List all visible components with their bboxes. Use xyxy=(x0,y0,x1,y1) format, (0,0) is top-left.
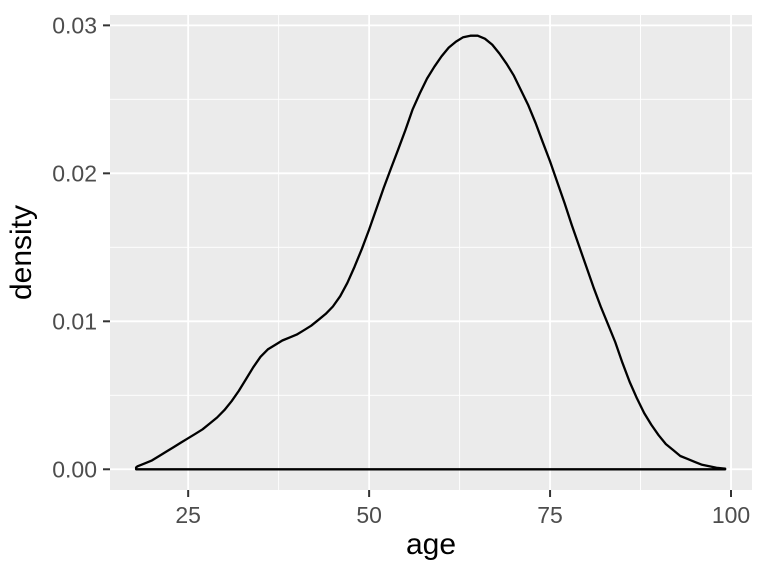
y-axis-tick-labels: 0.00 0.01 0.02 0.03 xyxy=(52,12,97,482)
axis-ticks xyxy=(103,24,733,497)
y-tick-label: 0.03 xyxy=(52,12,97,38)
density-curve xyxy=(134,34,727,471)
x-tick-label: 25 xyxy=(175,502,201,528)
y-tick-label: 0.02 xyxy=(52,160,97,186)
x-tick-label: 50 xyxy=(356,502,382,528)
y-tick-label: 0.00 xyxy=(52,456,97,482)
minor-gridlines xyxy=(110,15,752,490)
x-tick-label: 100 xyxy=(712,502,750,528)
x-axis-title: age xyxy=(406,528,456,561)
y-axis-title: density xyxy=(5,205,38,300)
y-tick-label: 0.01 xyxy=(52,308,97,334)
x-tick-label: 75 xyxy=(537,502,563,528)
plot-panel xyxy=(110,15,752,490)
x-axis-tick-labels: 25 50 75 100 xyxy=(175,502,750,528)
